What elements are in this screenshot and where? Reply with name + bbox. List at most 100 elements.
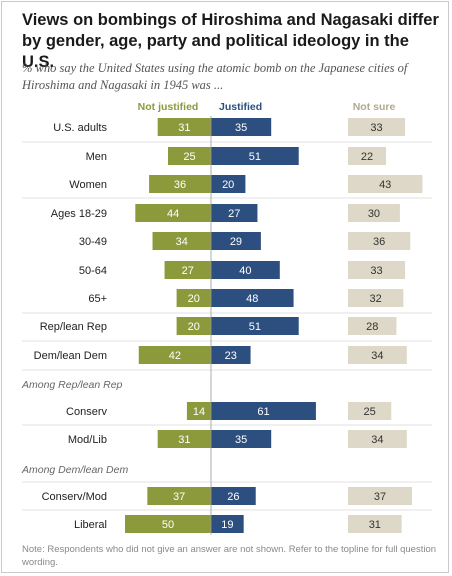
value-not-sure: 36 — [373, 236, 385, 248]
value-not-sure: 33 — [370, 122, 382, 134]
bar-not-sure — [348, 515, 402, 533]
bar-not-sure — [348, 402, 392, 420]
bar-not-sure — [348, 430, 407, 448]
value-not-sure: 37 — [374, 491, 386, 503]
bar-not-justified — [168, 147, 211, 165]
category-label: Conserv/Mod — [42, 491, 107, 503]
bar-justified — [211, 430, 272, 448]
bar-justified — [211, 487, 256, 505]
value-not-sure: 30 — [368, 208, 380, 220]
category-label: 65+ — [88, 293, 107, 305]
bar-justified — [211, 289, 294, 307]
bar-not-sure — [348, 289, 404, 307]
bar-justified — [211, 118, 272, 136]
bar-not-justified — [186, 402, 211, 420]
value-justified: 51 — [249, 321, 261, 333]
category-label: U.S. adults — [53, 122, 107, 134]
value-not-sure: 25 — [364, 406, 376, 418]
value-not-justified: 20 — [188, 293, 200, 305]
category-label: Mod/Lib — [68, 434, 107, 446]
value-not-justified: 31 — [178, 434, 190, 446]
value-not-justified: 42 — [169, 350, 181, 362]
value-not-sure: 28 — [366, 321, 378, 333]
bar-not-sure — [348, 346, 407, 364]
section-label: Among Rep/lean Rep — [21, 379, 123, 391]
value-justified: 29 — [230, 236, 242, 248]
value-justified: 35 — [235, 122, 247, 134]
bar-justified — [211, 346, 251, 364]
category-label: Women — [69, 179, 107, 191]
value-justified: 40 — [239, 265, 251, 277]
section-label: Among Dem/lean Dem — [21, 464, 128, 476]
value-justified: 26 — [227, 491, 239, 503]
category-label: 30-49 — [79, 236, 107, 248]
value-justified: 19 — [221, 519, 233, 531]
category-label: Rep/lean Rep — [40, 321, 107, 333]
bar-not-justified — [125, 515, 211, 533]
category-label: Ages 18-29 — [51, 208, 107, 220]
bar-justified — [211, 402, 316, 420]
bar-not-sure — [348, 204, 400, 222]
bar-not-sure — [348, 317, 397, 335]
value-justified: 23 — [225, 350, 237, 362]
value-not-justified: 36 — [174, 179, 186, 191]
category-label: Conserv — [66, 406, 107, 418]
value-not-sure: 34 — [371, 434, 383, 446]
value-not-justified: 50 — [162, 519, 174, 531]
bar-not-justified — [138, 346, 211, 364]
category-label: Liberal — [74, 519, 107, 531]
bar-not-sure — [348, 487, 413, 505]
bar-justified — [211, 147, 299, 165]
bar-not-sure — [348, 175, 423, 193]
category-label: 50-64 — [79, 265, 107, 277]
value-justified: 51 — [249, 151, 261, 163]
value-not-sure: 31 — [369, 519, 381, 531]
value-not-justified: 44 — [167, 208, 179, 220]
value-not-sure: 33 — [370, 265, 382, 277]
bar-justified — [211, 515, 244, 533]
value-not-justified: 27 — [182, 265, 194, 277]
bar-not-justified — [157, 118, 211, 136]
chart-title: Views on bombings of Hiroshima and Nagas… — [22, 11, 439, 71]
bar-not-sure — [348, 118, 406, 136]
category-label: Men — [86, 151, 107, 163]
value-not-justified: 14 — [193, 406, 205, 418]
bar-not-sure — [348, 232, 411, 250]
bar-not-justified — [164, 261, 211, 279]
bar-justified — [211, 175, 246, 193]
bar-not-justified — [135, 204, 211, 222]
value-not-justified: 34 — [176, 236, 188, 248]
bar-not-justified — [176, 317, 211, 335]
bar-not-justified — [176, 289, 211, 307]
value-justified: 61 — [257, 406, 269, 418]
value-justified: 48 — [246, 293, 258, 305]
category-label: Dem/lean Dem — [34, 350, 107, 362]
header-justified: Justified — [219, 101, 262, 113]
chart-subtitle: % who say the United States using the at… — [22, 61, 408, 92]
bar-not-sure — [348, 147, 387, 165]
bar-justified — [211, 232, 261, 250]
bar-justified — [211, 261, 280, 279]
value-justified: 35 — [235, 434, 247, 446]
bar-justified — [211, 317, 299, 335]
value-not-sure: 43 — [379, 179, 391, 191]
header-not-sure: Not sure — [353, 101, 396, 113]
bar-not-justified — [149, 175, 211, 193]
value-not-justified: 20 — [188, 321, 200, 333]
bar-justified — [211, 204, 258, 222]
value-not-sure: 22 — [361, 151, 373, 163]
value-justified: 20 — [222, 179, 234, 191]
bar-not-justified — [147, 487, 211, 505]
header-not-justified: Not justified — [138, 101, 199, 113]
value-not-justified: 31 — [178, 122, 190, 134]
chart-note: Note: Respondents who did not give an an… — [22, 544, 437, 568]
value-not-justified: 25 — [183, 151, 195, 163]
bar-not-justified — [152, 232, 211, 250]
bar-not-sure — [348, 261, 406, 279]
value-not-justified: 37 — [173, 491, 185, 503]
value-not-sure: 32 — [370, 293, 382, 305]
value-not-sure: 34 — [371, 350, 383, 362]
value-justified: 27 — [228, 208, 240, 220]
